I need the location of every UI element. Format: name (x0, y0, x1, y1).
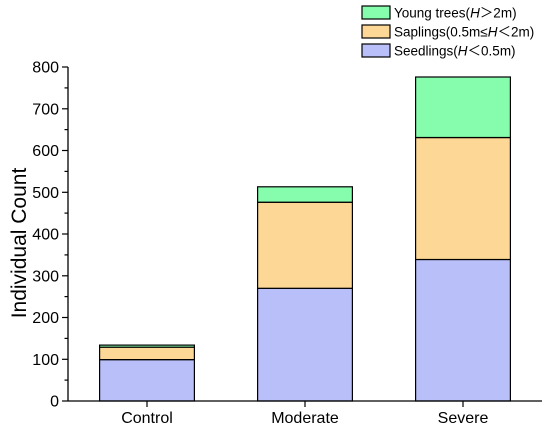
bar-severe-series-1 (415, 137, 512, 261)
y-tick-label: 700 (32, 101, 59, 118)
bar-moderate-series-2 (257, 186, 354, 203)
x-tick-label-control: Control (121, 410, 173, 427)
bar-control-series-1 (98, 346, 196, 361)
x-tick-label-severe: Severe (438, 410, 489, 427)
bar-severe-series-0 (415, 258, 512, 402)
y-tick-label: 800 (32, 60, 59, 77)
axes: 0 100 200 300 400 500 600 700 800 Control Moderate… (32, 60, 542, 427)
legend-label-1: Saplings(0.5m≤H＜2m) (394, 25, 534, 40)
bar-moderate-series-1 (257, 201, 354, 289)
bars (98, 76, 512, 402)
legend-label-0: Seedlings(H＜0.5m) (394, 44, 516, 59)
bar-moderate-series-0 (257, 287, 354, 402)
y-tick-label: 0 (50, 394, 59, 411)
y-tick-label: 600 (32, 143, 59, 160)
legend-swatch-0 (361, 43, 391, 58)
y-axis-title: Individual Count (8, 168, 31, 319)
y-tick-label: 300 (32, 268, 59, 285)
bar-control-series-2 (98, 344, 196, 348)
legend-swatch-1 (361, 24, 391, 39)
bar-control-series-0 (98, 359, 196, 402)
bar-severe-series-2 (415, 76, 512, 139)
y-tick-label: 400 (32, 227, 59, 244)
legend-label-2: Young trees(H＞2m) (394, 6, 517, 21)
x-tick-label-moderate: Moderate (271, 410, 339, 427)
y-tick-label: 500 (32, 185, 59, 202)
y-tick-label: 100 (32, 352, 59, 369)
legend: Young trees(H＞2m) Saplings(0.5m≤H＜2m) Seed… (361, 5, 534, 59)
y-tick-label: 200 (32, 310, 59, 327)
legend-swatch-2 (361, 5, 391, 20)
